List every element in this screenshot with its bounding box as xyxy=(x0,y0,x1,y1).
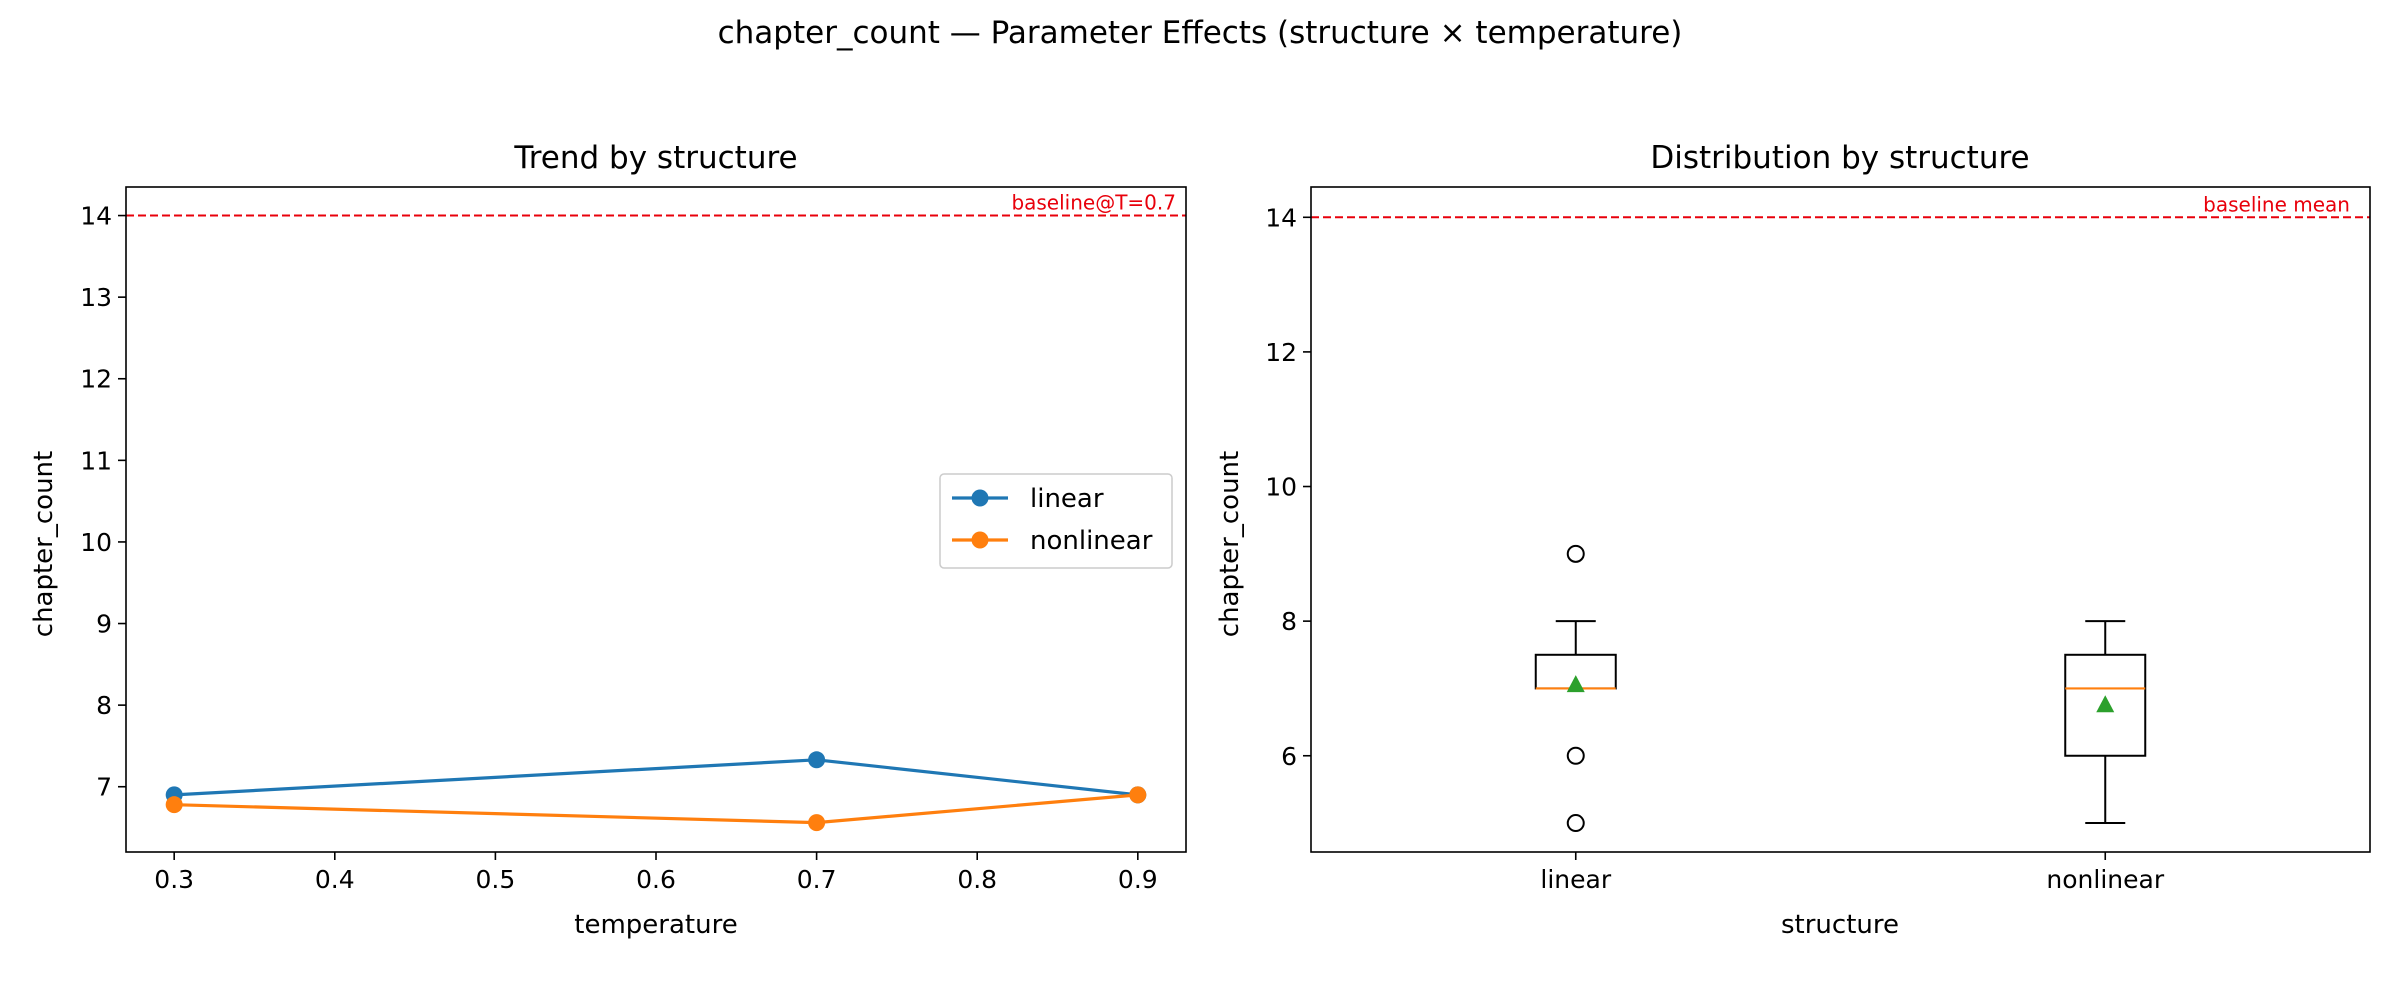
outlier-point xyxy=(1566,814,1585,833)
y-tick-label: 8 xyxy=(96,691,112,720)
box-linear xyxy=(1534,544,1617,833)
x-tick-label: 0.8 xyxy=(957,865,997,894)
trend-chart-ylabel: chapter_count xyxy=(29,451,59,637)
outlier-point xyxy=(1566,544,1585,563)
distribution-chart-ylabel: chapter_count xyxy=(1215,451,1245,637)
series-line-linear xyxy=(174,758,1138,797)
baseline-label: baseline@T=0.7 xyxy=(1011,191,1176,215)
y-tick-label: 11 xyxy=(80,446,112,475)
x-tick-label: 0.6 xyxy=(636,865,676,894)
data-point-nonlinear xyxy=(165,796,183,814)
data-point-nonlinear xyxy=(1129,786,1147,804)
distribution-chart-title: Distribution by structure xyxy=(1650,140,2029,176)
trend-chart-plot-area: 0.3 0.4 0.5 0.6 0.7 0.8 0.9 7 8 9 10 11 12 13 14 baseli… xyxy=(80,186,1187,894)
y-tick-label: 10 xyxy=(80,528,112,557)
x-tick-label: 0.5 xyxy=(476,865,516,894)
figure-suptitle: chapter_count — Parameter Effects (struc… xyxy=(718,15,1683,51)
y-tick-label: 13 xyxy=(80,283,112,312)
legend-label-nonlinear: nonlinear xyxy=(1030,526,1153,556)
box-nonlinear xyxy=(2064,620,2147,825)
distribution-chart: Distribution by structure structure chap… xyxy=(1215,140,2371,940)
legend-marker-nonlinear xyxy=(971,531,989,549)
y-tick-label: 8 xyxy=(1281,607,1297,636)
plot-frame xyxy=(1310,186,2371,853)
series-line-nonlinear xyxy=(174,793,1138,825)
x-tick-label: 0.4 xyxy=(315,865,355,894)
x-tick-label: 0.9 xyxy=(1118,865,1158,894)
trend-chart-xlabel: temperature xyxy=(574,910,737,940)
y-tick-label: 14 xyxy=(1265,203,1297,232)
x-tick-label: linear xyxy=(1540,865,1611,894)
y-tick-label: 10 xyxy=(1265,473,1297,502)
baseline-label: baseline mean xyxy=(2203,192,2350,216)
legend-marker-linear xyxy=(971,489,989,507)
data-point-linear xyxy=(808,751,826,769)
legend-label-linear: linear xyxy=(1030,484,1104,514)
y-tick-label: 6 xyxy=(1281,742,1297,771)
outlier-point xyxy=(1566,746,1585,765)
mean-marker xyxy=(1566,675,1585,693)
x-tick-label: 0.3 xyxy=(154,865,194,894)
data-point-nonlinear xyxy=(808,814,826,832)
x-tick-label: nonlinear xyxy=(2046,865,2164,894)
plot-frame xyxy=(125,186,1187,853)
x-tick-label: 0.7 xyxy=(797,865,837,894)
distribution-chart-xlabel: structure xyxy=(1781,910,1899,940)
y-tick-label: 14 xyxy=(80,202,112,231)
box-iqr xyxy=(2064,653,2147,757)
y-tick-label: 12 xyxy=(80,365,112,394)
y-tick-label: 7 xyxy=(96,773,112,802)
y-tick-label: 9 xyxy=(96,610,112,639)
distribution-chart-plot-area: 6 8 10 12 14 linear nonlinear baseline mean xyxy=(1265,186,2371,894)
trend-chart-title: Trend by structure xyxy=(513,140,797,176)
mean-marker xyxy=(2096,695,2115,713)
trend-chart: Trend by structure temperature chapter_c… xyxy=(29,140,1187,940)
y-tick-label: 12 xyxy=(1265,338,1297,367)
